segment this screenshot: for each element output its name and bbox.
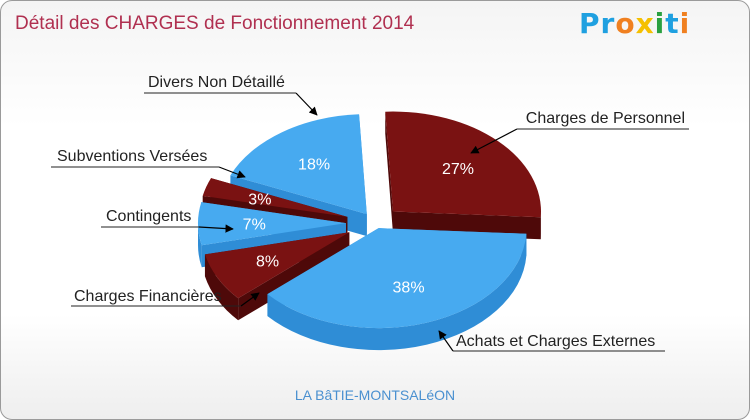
- pie-pct-label: 3%: [248, 191, 271, 208]
- pie-slice-top: [385, 111, 542, 218]
- pie-category-label: Charges de Personnel: [526, 110, 685, 127]
- pie-slice-2: [204, 232, 350, 321]
- leader-arrow: [295, 92, 318, 116]
- leader-arrow: [198, 224, 234, 233]
- pie-slice-side: [204, 254, 239, 321]
- pie-slice-top: [230, 114, 367, 215]
- leader-arrow: [240, 292, 260, 307]
- pie-slice-1: [267, 228, 527, 351]
- pie-slice-side: [267, 233, 527, 351]
- pie-pct-label: 18%: [298, 156, 330, 173]
- pie-slice-cut-face: [385, 111, 394, 234]
- chart-subtitle: LA BâTIE-MONTSALéON: [294, 387, 456, 403]
- pie-pct-label: 38%: [393, 280, 425, 297]
- pie-slice-top: [198, 202, 347, 246]
- leader-arrow: [438, 330, 454, 352]
- pie-slice-side: [198, 223, 202, 268]
- pie-slice-top: [204, 232, 350, 299]
- leader-arrow: [218, 166, 246, 179]
- leader-arrow: [470, 128, 518, 154]
- pie-pct-label: 8%: [256, 253, 279, 270]
- pie-slice-top: [267, 228, 527, 329]
- pie-category-label: Charges Financières: [74, 288, 222, 305]
- pie-category-label: Achats et Charges Externes: [456, 333, 655, 350]
- pie-pct-label: 7%: [243, 216, 266, 233]
- pie-category-label: Divers Non Détaillé: [148, 74, 285, 91]
- pie-category-label: Subventions Versées: [57, 148, 207, 165]
- pie-category-label: Contingents: [106, 208, 191, 225]
- proxiti-logo: Proxiti: [579, 7, 691, 40]
- pie-slice-top: [202, 178, 348, 217]
- pie-pct-label: 27%: [442, 161, 474, 178]
- chart-title: Détail des CHARGES de Fonctionnement 201…: [15, 13, 415, 34]
